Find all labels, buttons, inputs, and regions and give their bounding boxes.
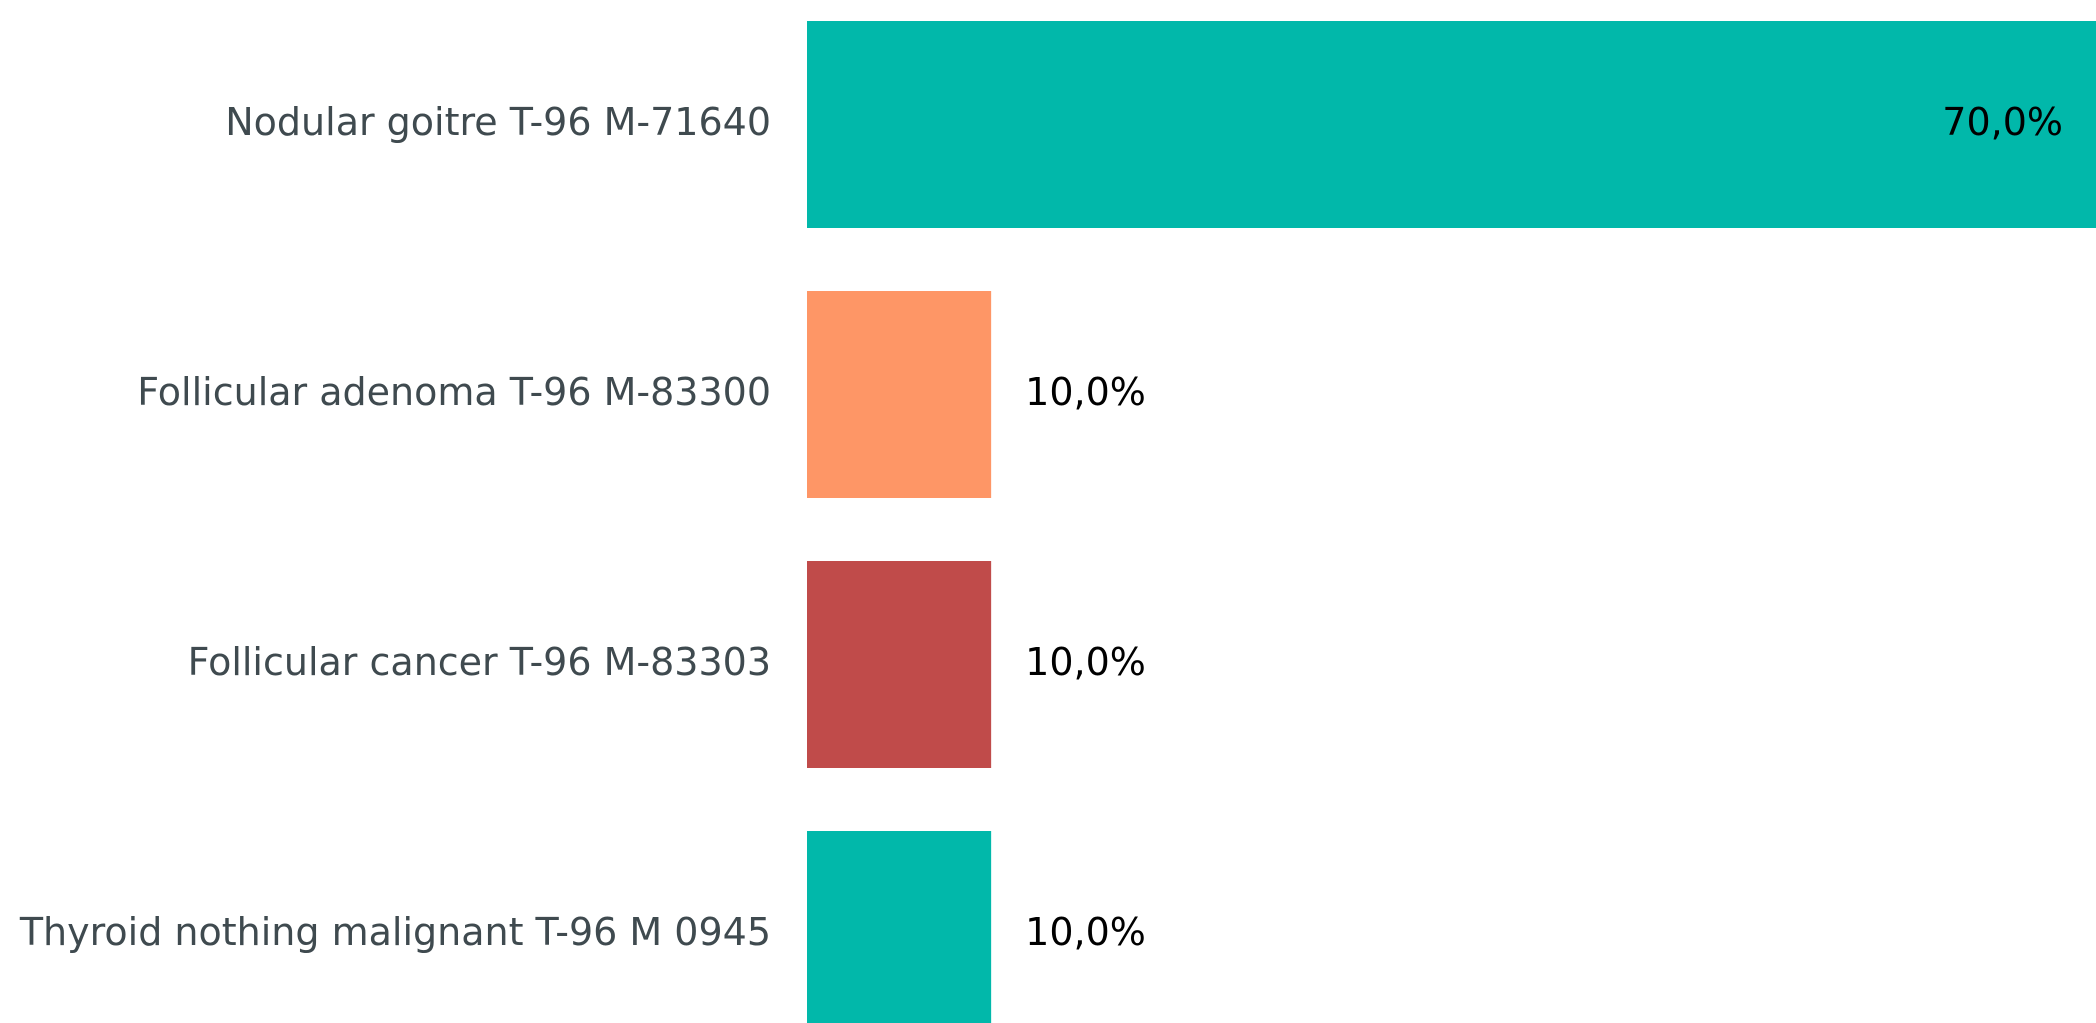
- bar: [807, 831, 992, 1023]
- data-label: 70,0%: [1942, 100, 2063, 144]
- data-label: 10,0%: [1025, 370, 1146, 414]
- data-label: 10,0%: [1025, 640, 1146, 684]
- data-label: 10,0%: [1025, 910, 1146, 954]
- bar: [807, 561, 992, 768]
- bar: [807, 21, 2096, 228]
- y-tick-label: Thyroid nothing malignant T-96 M 0945: [19, 910, 771, 954]
- bar: [807, 291, 992, 498]
- y-tick-label: Follicular adenoma T-96 M-83300: [137, 370, 771, 414]
- y-tick-label: Nodular goitre T-96 M-71640: [225, 100, 771, 144]
- y-tick-label: Follicular cancer T-96 M-83303: [188, 640, 771, 684]
